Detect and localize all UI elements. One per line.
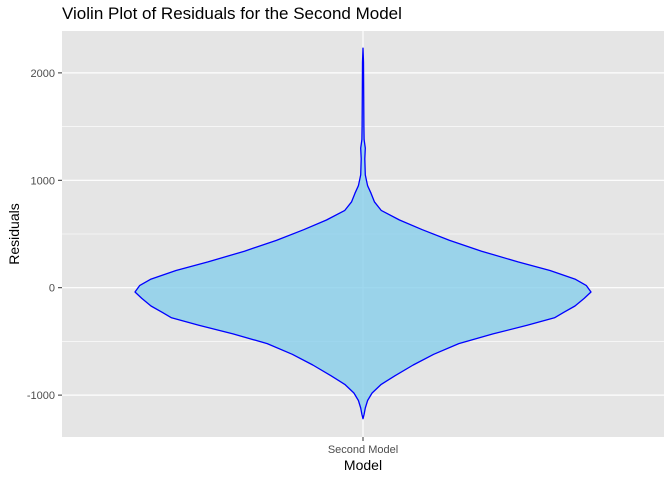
y-tick-label: -1000 xyxy=(27,390,55,402)
y-tick-label: 0 xyxy=(49,283,55,295)
x-tick-label: Second Model xyxy=(328,444,398,456)
x-axis-title: Model xyxy=(344,457,382,473)
chart-title: Violin Plot of Residuals for the Second … xyxy=(62,4,402,23)
y-axis-title: Residuals xyxy=(6,203,22,264)
y-tick-label: 2000 xyxy=(31,68,55,80)
y-tick-label: 1000 xyxy=(31,175,55,187)
violin-shape xyxy=(134,47,592,420)
y-axis-ticks: -1000 0 1000 2000 xyxy=(27,68,62,402)
x-axis-ticks: Second Model xyxy=(328,437,398,456)
